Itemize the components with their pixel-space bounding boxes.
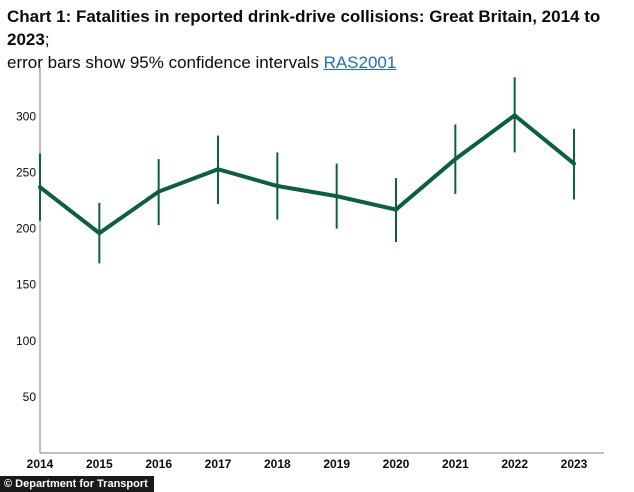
- y-tick-label: 150: [16, 278, 36, 292]
- y-tick-labels: 50 100 150 200 250 300: [16, 109, 36, 403]
- data-point: [394, 207, 398, 212]
- series-line: [38, 112, 576, 236]
- x-tick-label: 2019: [323, 457, 350, 471]
- x-tick-label: 2023: [561, 457, 588, 471]
- y-tick-label: 300: [16, 109, 36, 123]
- data-point: [275, 184, 280, 189]
- y-tick-label: 50: [23, 390, 37, 404]
- data-point: [38, 185, 42, 190]
- x-tick-label: 2021: [442, 457, 469, 471]
- x-tick-label: 2016: [145, 457, 172, 471]
- x-tick-label: 2020: [383, 457, 410, 471]
- x-tick-label: 2014: [27, 457, 54, 471]
- title-separator: ;: [44, 30, 50, 49]
- x-tick-label: 2018: [264, 457, 291, 471]
- y-tick-label: 200: [16, 222, 36, 236]
- x-tick-label: 2017: [205, 457, 232, 471]
- data-point: [216, 167, 220, 172]
- credit-label: © Department for Transport: [0, 476, 154, 492]
- data-point: [97, 231, 102, 236]
- y-tick-label: 250: [16, 166, 36, 180]
- data-point: [572, 161, 576, 166]
- x-tick-label: 2022: [501, 457, 528, 471]
- x-tick-label: 2015: [86, 457, 113, 471]
- data-point: [453, 157, 458, 162]
- data-point: [156, 189, 161, 194]
- chart-axes: [39, 66, 604, 454]
- y-tick-label: 100: [16, 334, 36, 348]
- x-tick-labels: 2014 2015 2016 2017 2018 2019 2020 2021 2022 2023: [27, 457, 588, 471]
- chart-subtitle: error bars show 95% confidence intervals: [7, 53, 319, 72]
- data-point: [334, 194, 339, 199]
- chart-title-block: Chart 1: Fatalities in reported drink-dr…: [7, 5, 627, 74]
- data-point: [512, 113, 517, 118]
- series-line-group: [38, 112, 576, 236]
- source-link[interactable]: RAS2001: [323, 53, 397, 72]
- error-bars: [39, 77, 575, 264]
- chart-title: Chart 1: Fatalities in reported drink-dr…: [7, 7, 601, 49]
